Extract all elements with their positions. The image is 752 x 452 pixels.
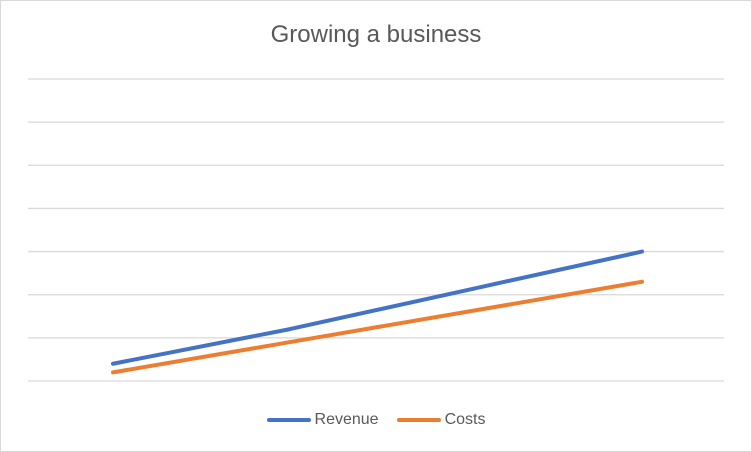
series-line-revenue [111, 249, 644, 366]
legend-item-revenue: Revenue [266, 411, 379, 429]
legend-swatch-costs [396, 418, 441, 422]
legend-swatch-revenue [266, 418, 311, 422]
series-line-costs [111, 279, 644, 375]
legend: Revenue Costs [1, 411, 751, 429]
chart-title: Growing a business [270, 21, 482, 48]
legend-label-costs: Costs [444, 411, 486, 428]
legend-item-costs: Costs [396, 411, 486, 429]
legend-label-revenue: Revenue [314, 411, 379, 428]
